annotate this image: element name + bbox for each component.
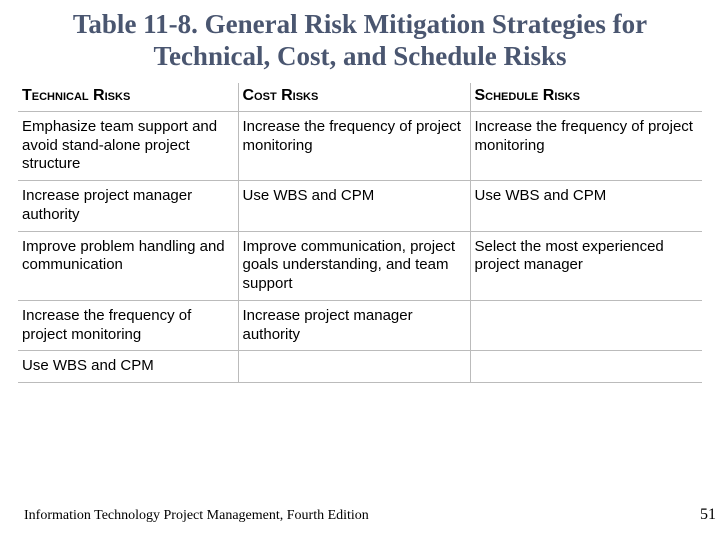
col-header-schedule: Schedule Risks bbox=[470, 83, 702, 112]
cell: Improve problem handling and communicati… bbox=[18, 231, 238, 300]
cell bbox=[238, 351, 470, 383]
cell bbox=[470, 300, 702, 351]
cell: Use WBS and CPM bbox=[238, 181, 470, 232]
table-row: Emphasize team support and avoid stand-a… bbox=[18, 111, 702, 180]
cell: Increase the frequency of project monito… bbox=[470, 111, 702, 180]
col-header-technical: Technical Risks bbox=[18, 83, 238, 112]
slide: Table 11-8. General Risk Mitigation Stra… bbox=[0, 0, 720, 540]
cell: Use WBS and CPM bbox=[18, 351, 238, 383]
table-header-row: Technical Risks Cost Risks Schedule Risk… bbox=[18, 83, 702, 112]
cell: Increase project manager authority bbox=[18, 181, 238, 232]
cell: Select the most experienced project mana… bbox=[470, 231, 702, 300]
cell: Increase the frequency of project monito… bbox=[238, 111, 470, 180]
col-header-cost: Cost Risks bbox=[238, 83, 470, 112]
risk-table: Technical Risks Cost Risks Schedule Risk… bbox=[18, 83, 702, 383]
slide-title: Table 11-8. General Risk Mitigation Stra… bbox=[18, 8, 702, 73]
table-row: Use WBS and CPM bbox=[18, 351, 702, 383]
table-row: Increase project manager authority Use W… bbox=[18, 181, 702, 232]
cell: Use WBS and CPM bbox=[470, 181, 702, 232]
footer-text: Information Technology Project Managemen… bbox=[24, 508, 369, 524]
table-row: Increase the frequency of project monito… bbox=[18, 300, 702, 351]
page-number: 51 bbox=[700, 506, 716, 524]
cell: Improve communication, project goals und… bbox=[238, 231, 470, 300]
cell: Increase the frequency of project monito… bbox=[18, 300, 238, 351]
cell: Emphasize team support and avoid stand-a… bbox=[18, 111, 238, 180]
cell bbox=[470, 351, 702, 383]
cell: Increase project manager authority bbox=[238, 300, 470, 351]
table-row: Improve problem handling and communicati… bbox=[18, 231, 702, 300]
